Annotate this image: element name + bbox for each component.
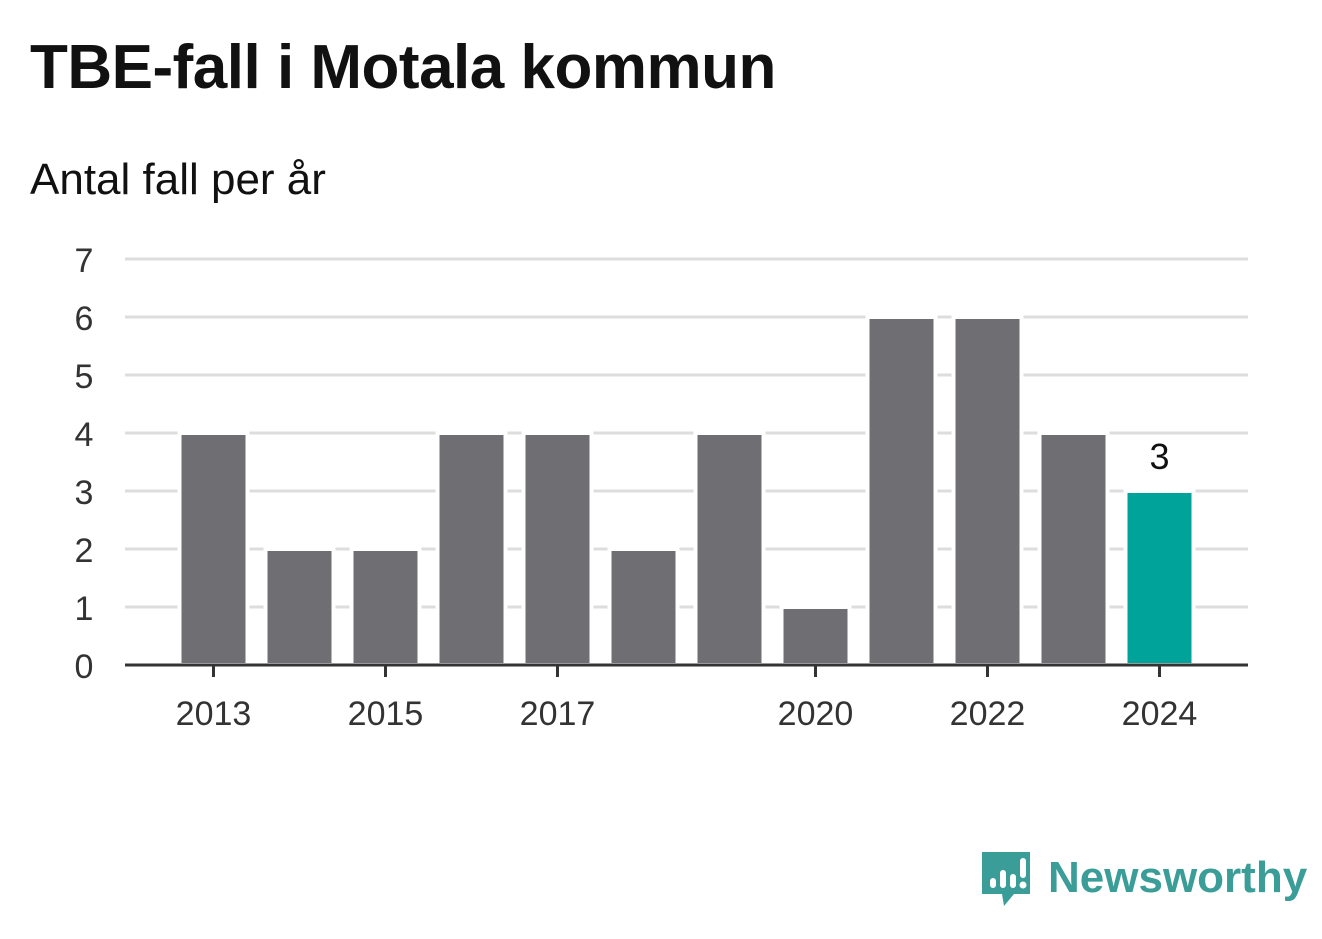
bar <box>263 547 336 667</box>
data-label: 3 <box>1149 436 1169 477</box>
x-tick-label: 2022 <box>950 695 1026 733</box>
bar <box>177 431 250 667</box>
bar <box>1123 489 1196 667</box>
y-tick-label: 0 <box>75 648 94 686</box>
bar <box>693 431 766 667</box>
y-tick-label: 2 <box>75 532 94 570</box>
y-tick-label: 1 <box>75 590 94 628</box>
x-tick-label: 2020 <box>778 695 854 733</box>
chart-subtitle: Antal fall per år <box>30 155 326 204</box>
brand-name: Newsworthy <box>1048 853 1308 902</box>
y-tick-label: 7 <box>75 242 94 280</box>
y-tick-label: 4 <box>75 416 94 454</box>
bar <box>349 547 422 667</box>
newsworthy-logo-icon <box>982 852 1030 906</box>
x-tick-label: 2017 <box>520 695 596 733</box>
bar <box>865 315 938 667</box>
x-tick-label: 2013 <box>176 695 252 733</box>
bar <box>779 605 852 667</box>
x-tick-label: 2024 <box>1122 695 1198 733</box>
y-tick-label: 3 <box>75 474 94 512</box>
bar <box>1037 431 1110 667</box>
chart-title: TBE-fall i Motala kommun <box>30 33 776 102</box>
bar <box>951 315 1024 667</box>
bar <box>607 547 680 667</box>
brand-logo: Newsworthy <box>980 848 1307 908</box>
bar <box>435 431 508 667</box>
bar-chart: 0 1 2 3 4 5 6 7 3 2013 2015 2017 2020 2022 2024 <box>75 242 1248 733</box>
bar <box>521 431 594 667</box>
y-tick-label: 6 <box>75 300 94 338</box>
y-tick-label: 5 <box>75 358 94 396</box>
x-tick-label: 2015 <box>348 695 424 733</box>
